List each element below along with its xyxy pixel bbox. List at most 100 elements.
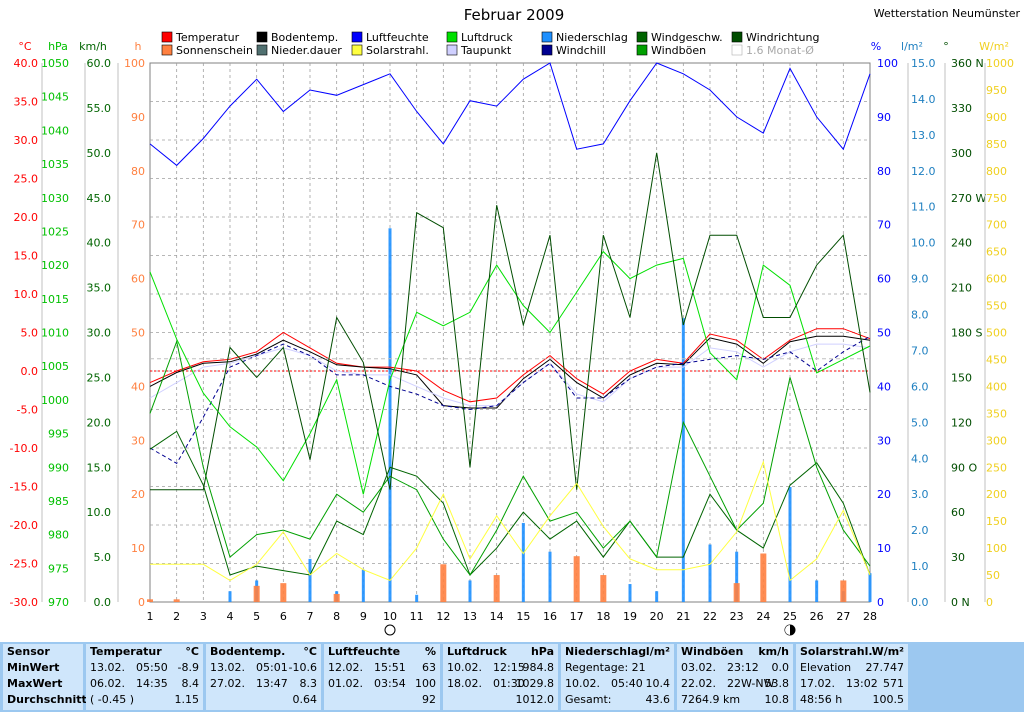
temp-axis-tick: 15.0 [14,250,39,263]
x-tick-label: 5 [253,610,260,623]
press-axis-tick: 975 [48,562,69,575]
weather-chart: Februar 2009 Wetterstation Neumünster Te… [10,6,1020,636]
stats-cell: 15:51 [374,661,406,674]
rain-axis-tick: 5.0 [911,416,929,429]
stats-column: Sensor MinWert MaxWert Durchschnitt [3,644,87,710]
solar-axis-tick: 200 [986,488,1007,501]
legend-label: Nieder.dauer [271,44,342,57]
stats-row: 1012.0 [443,692,558,708]
wind-axis-tick: 10.0 [87,506,112,519]
stats-cell: 13:02 [846,677,878,690]
stats-cell: 18.02. [447,677,482,690]
bar-niederschlag [788,487,792,602]
temp-axis-tick: 10.0 [14,288,39,301]
stats-cell: 06.02. [90,677,125,690]
legend-label: Windchill [556,44,606,57]
temp-axis-tick: -10.0 [10,442,38,455]
solar-axis-tick: 550 [986,300,1007,313]
stats-cell: 13.02. [210,661,245,674]
stats-cell: -8.9 [177,661,199,674]
x-tick-label: 3 [200,610,207,623]
stats-row: 12.02. 15:51 63 [324,660,440,676]
temp-axis-tick: 20.0 [14,211,39,224]
stats-cell: 05:50 [136,661,168,674]
series-line-luftfeuchte [149,62,871,167]
stats-cell: 23:12 [727,661,759,674]
legend-swatch [636,44,648,56]
stats-cell: 13:47 [256,677,288,690]
stats-cell: 53.8 [764,677,790,690]
press-axis-tick: 1050 [41,57,69,70]
legend-label: Niederschlag [556,31,628,44]
bar-sonnenschein [733,583,740,602]
x-tick-label: 8 [333,610,340,623]
stats-cell: 27.747 [865,661,905,674]
series-line-windrichtung [150,152,871,491]
rain-axis-tick: 12.0 [911,165,936,178]
stats-cell: 0.64 [292,693,318,706]
x-tick-label: 26 [810,610,824,623]
rain-axis-unit: l/m² [901,40,923,53]
stats-title: Solarstrahl. [800,645,873,658]
sun-axis-tick: 20 [131,488,145,501]
dir-axis-tick: 60 [951,506,965,519]
series-line-windgeschw [149,430,871,576]
stats-row: 13.02. 05:50 -8.9 [86,660,203,676]
bar-niederschlag [468,580,472,602]
wind-axis-unit: km/h [79,40,107,53]
legend-label: 1.6 Monat-Ø [746,44,814,57]
press-axis-tick: 985 [48,495,69,508]
rain-axis-tick: 9.0 [911,273,929,286]
solar-axis-tick: 350 [986,407,1007,420]
press-axis-tick: 1000 [41,394,69,407]
solar-axis-tick: 600 [986,273,1007,286]
temp-axis-tick: 0.0 [21,365,39,378]
x-tick-label: 14 [490,610,504,623]
x-tick-label: 11 [410,610,424,623]
legend-label: Luftfeuchte [366,31,429,44]
stats-column: Temperatur °C 13.02. 05:50 -8.9 06.02. 14:35 8.… [86,644,203,710]
temp-axis-tick: -30.0 [10,596,38,609]
x-tick-label: 20 [650,610,664,623]
stats-column: Bodentemp. °C 13.02. 05:01 -10.6 27.02. 13:47 8… [206,644,321,710]
stats-row: 22.02. 22W-NW 53.8 [677,676,793,692]
bar-niederschlag [388,228,392,602]
x-tick-label: 19 [623,610,637,623]
bar-niederschlag [628,584,632,602]
x-tick-label: 9 [360,610,367,623]
stats-cell: 10.8 [764,693,790,706]
sun-axis-unit: h [135,40,142,53]
legend-swatch [541,44,553,56]
axes: 40.035.030.025.020.015.010.05.00.0-5.0-1… [10,40,1014,636]
bar-sonnenschein [333,593,340,602]
temp-axis-tick: -20.0 [10,519,38,532]
stats-unit: °C [303,645,317,658]
stats-cell: 8.4 [181,677,200,690]
series-line-windchill [149,335,871,465]
wind-axis-tick: 25.0 [87,371,112,384]
legend-label: Windrichtung [746,31,819,44]
sun-axis-tick: 60 [131,273,145,286]
stats-cell: MinWert [7,661,60,674]
stats-row: ( -0.45 ) 1.15 [86,692,203,708]
stats-row: MinWert [3,660,83,676]
stats-unit: °C [185,645,199,658]
rain-axis-tick: 14.0 [911,93,936,106]
rain-axis-tick: 1.0 [911,560,929,573]
moon-shade [785,625,790,635]
x-tick-label: 10 [383,610,397,623]
solar-axis-tick: 950 [986,84,1007,97]
sun-axis-tick: 50 [131,327,145,340]
press-axis-tick: 995 [48,428,69,441]
stats-unit: % [424,645,436,658]
x-tick-label: 4 [227,610,234,623]
temp-axis-tick: 30.0 [14,134,39,147]
stats-cell: -10.6 [288,661,317,674]
x-tick-label: 24 [756,610,770,623]
sun-axis-tick: 40 [131,380,145,393]
series-line-luftdruck [149,250,871,495]
full-moon-icon [384,624,396,636]
stats-unit: l/m² [645,645,670,658]
solar-axis-unit: W/m² [979,40,1009,53]
stats-cell: 1029.8 [515,677,555,690]
